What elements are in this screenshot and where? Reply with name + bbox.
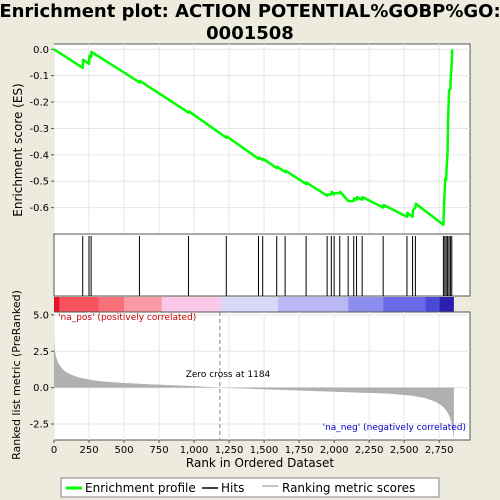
x-tick-label: 1,750 (285, 445, 314, 456)
colorbar-segment (124, 297, 162, 312)
es-panel (53, 43, 471, 235)
x-tick-label: 1,500 (250, 445, 279, 456)
colorbar-segment (161, 297, 221, 312)
legend-metric-label: Ranking metric scores (282, 481, 415, 495)
colorbar-segment (439, 297, 454, 312)
x-axis-label: Rank in Ordered Dataset (186, 456, 334, 470)
colorbar-segment (425, 297, 440, 312)
x-tick-label: 0 (51, 445, 57, 456)
legend-es-label: Enrichment profile (85, 481, 196, 495)
es-y-tick-label: -0.6 (29, 203, 49, 214)
metric-y-tick-label: -2.5 (29, 420, 49, 431)
colorbar-segment (59, 297, 99, 312)
chart-title-line2: 0001508 (206, 23, 294, 44)
es-y-tick-label: 0.0 (33, 45, 49, 56)
x-tick-label: 250 (79, 445, 98, 456)
chart-title-line1: Enrichment plot: ACTION POTENTIAL%GOBP%G… (0, 1, 500, 22)
metric-y-tick-label: 5.0 (33, 310, 49, 321)
x-tick-label: 2,250 (355, 445, 384, 456)
colorbar-segment (278, 297, 349, 312)
x-tick-label: 2,750 (425, 445, 454, 456)
legend-hits-label: Hits (221, 481, 244, 495)
metric-y-tick-label: 0.0 (33, 383, 49, 394)
es-y-tick-label: -0.3 (29, 124, 49, 135)
metric-y-tick-label: 2.5 (33, 347, 49, 358)
legend-box (60, 477, 440, 498)
x-tick-label: 1,250 (215, 445, 244, 456)
metric-area (54, 338, 454, 439)
x-tick-label: 2,000 (320, 445, 349, 456)
colorbar-segment (220, 297, 279, 312)
metric-y-axis-label: Ranked list metric (PreRanked) (10, 290, 23, 460)
neg-correlated-label: 'na_neg' (negatively correlated) (323, 423, 466, 433)
es-y-tick-label: -0.1 (29, 71, 49, 82)
x-tick-label: 750 (150, 445, 169, 456)
colorbar-segment (98, 297, 125, 312)
pos-correlated-label: 'na_pos' (positively correlated) (58, 313, 196, 323)
es-y-tick-label: -0.4 (29, 150, 49, 161)
colorbar-segment (383, 297, 426, 312)
es-series-line (53, 48, 454, 227)
es-y-tick-label: -0.2 (29, 98, 49, 109)
colorbar-segment (54, 297, 60, 312)
hits-panel (53, 233, 471, 297)
colorbar-segment (348, 297, 384, 312)
x-tick-label: 1,000 (180, 445, 209, 456)
es-y-tick-label: -0.5 (29, 177, 49, 188)
zero-cross-label: Zero cross at 1184 (186, 370, 271, 380)
x-tick-label: 500 (114, 445, 133, 456)
x-tick-label: 2,500 (390, 445, 419, 456)
es-y-axis-label: Enrichment score (ES) (11, 83, 25, 216)
